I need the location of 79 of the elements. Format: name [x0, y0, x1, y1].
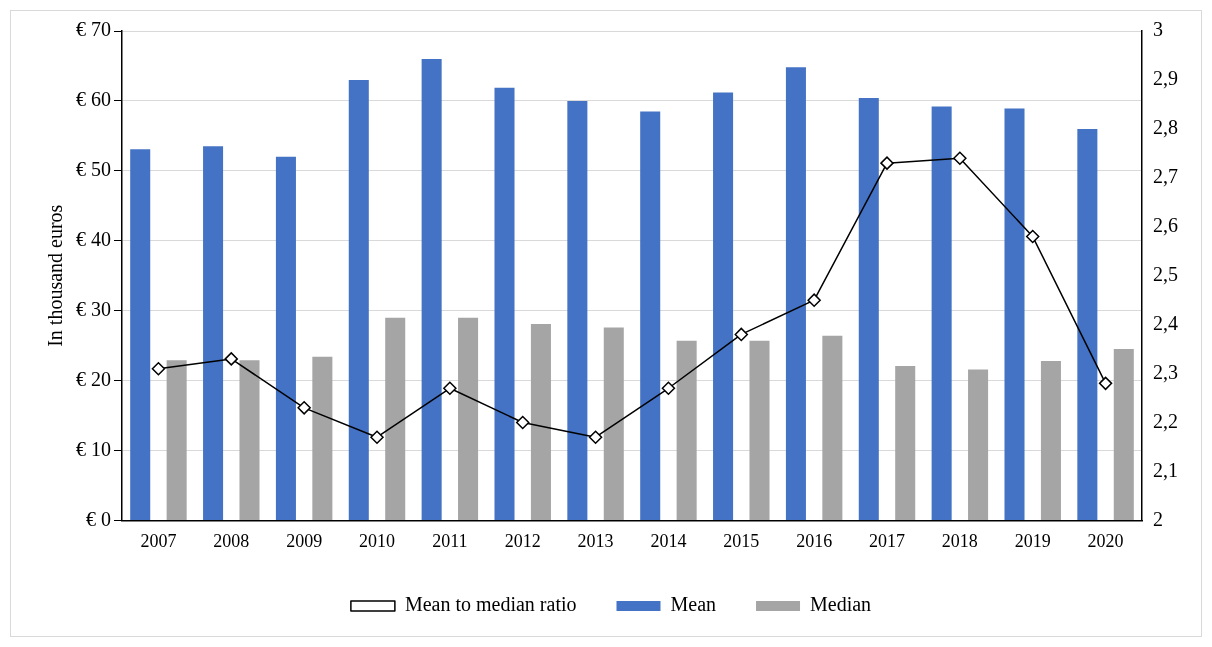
- y2-tick-label: 2,6: [1153, 214, 1178, 237]
- bar: [822, 335, 843, 520]
- point: [515, 415, 530, 430]
- bar: [785, 67, 806, 520]
- y2-tick-label: 3: [1153, 18, 1163, 41]
- point: [151, 361, 166, 376]
- bar: [530, 323, 551, 520]
- legend-label: Median: [810, 593, 872, 616]
- legend-label: Mean: [670, 593, 717, 616]
- point: [953, 151, 967, 165]
- x-tick-label: 2014: [650, 530, 687, 551]
- y2-tick-label: 2,4: [1153, 311, 1178, 334]
- y-tick-label: € 40: [76, 227, 111, 250]
- bar: [895, 365, 916, 520]
- y2-tick-label: 2,7: [1153, 165, 1178, 188]
- y2-tick-label: 2: [1153, 507, 1163, 530]
- y-tick-label: € 0: [86, 507, 111, 530]
- x-tick-label: 2016: [796, 530, 833, 551]
- y-tick-label: € 10: [76, 437, 111, 460]
- bar: [676, 340, 697, 520]
- bar: [312, 356, 333, 520]
- bar: [1004, 108, 1025, 520]
- point: [1098, 376, 1113, 391]
- y2-tick-label: 2,8: [1153, 116, 1178, 139]
- point: [734, 327, 749, 342]
- x-tick-label: 2009: [286, 530, 323, 551]
- bar: [1077, 128, 1098, 520]
- bar: [166, 360, 187, 520]
- bar: [640, 111, 661, 520]
- bar: [130, 149, 151, 520]
- point: [807, 293, 821, 307]
- y2-tick-label: 2,2: [1153, 409, 1178, 432]
- x-tick-label: 2019: [1014, 530, 1051, 551]
- y-axis-title: In thousand euros: [44, 204, 67, 347]
- bar: [1113, 349, 1134, 520]
- point: [443, 381, 457, 396]
- bar: [968, 369, 989, 520]
- bar: [458, 317, 479, 520]
- x-tick-label: 2008: [213, 530, 250, 551]
- x-tick-label: 2013: [577, 530, 614, 551]
- bar: [858, 98, 879, 520]
- y-tick-label: € 50: [76, 158, 111, 181]
- x-tick-label: 2020: [1087, 530, 1124, 551]
- y-tick-label: € 20: [76, 367, 111, 390]
- point: [224, 352, 239, 366]
- point: [370, 430, 384, 444]
- point: [297, 401, 311, 415]
- bar: [239, 360, 260, 520]
- bar: [203, 146, 224, 520]
- y2-tick-label: 2,1: [1153, 458, 1178, 481]
- point: [880, 156, 894, 170]
- point: [661, 381, 676, 396]
- bar: [1040, 361, 1061, 520]
- bar: [713, 92, 734, 520]
- x-tick-label: 2010: [359, 530, 395, 551]
- x-tick-label: 2007: [140, 530, 177, 551]
- y2-tick-label: 2,5: [1153, 262, 1178, 285]
- x-tick-label: 2011: [432, 530, 468, 551]
- bar: [421, 58, 442, 520]
- bar: [385, 317, 406, 520]
- x-tick-label: 2015: [723, 530, 760, 551]
- legend-label: Mean to median ratio: [404, 593, 577, 616]
- x-tick-label: 2017: [869, 530, 905, 551]
- y2-tick-label: 2,3: [1153, 360, 1178, 383]
- bar: [749, 340, 770, 520]
- y2-tick-label: 2,9: [1153, 67, 1178, 90]
- bar: [494, 87, 515, 520]
- y-tick-label: € 70: [76, 18, 111, 41]
- point: [588, 430, 603, 444]
- y-tick-label: € 60: [76, 88, 111, 111]
- bar: [931, 106, 952, 520]
- x-tick-label: 2018: [941, 530, 978, 551]
- bar: [348, 79, 369, 520]
- x-tick-label: 2012: [504, 530, 541, 551]
- bar: [603, 327, 624, 520]
- point: [1025, 229, 1040, 244]
- bar: [275, 156, 296, 520]
- bar: [567, 100, 588, 520]
- y-tick-label: € 30: [76, 297, 111, 320]
